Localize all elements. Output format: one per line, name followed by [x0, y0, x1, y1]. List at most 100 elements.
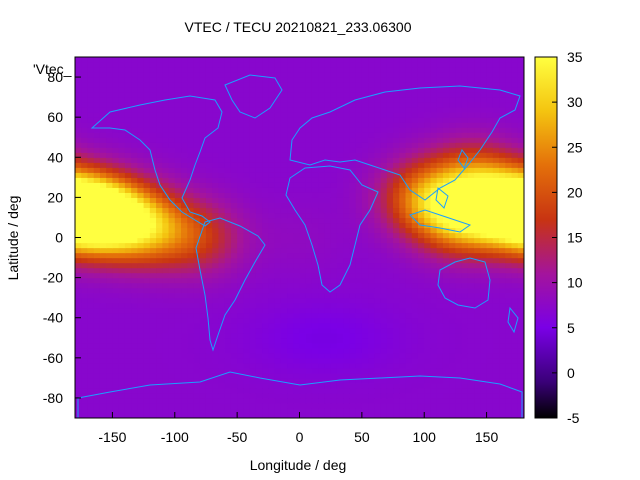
heatmap-cell — [405, 87, 413, 93]
heatmap-cell — [517, 337, 524, 344]
heatmap-cell — [168, 212, 176, 219]
heatmap-cell — [174, 307, 182, 314]
heatmap-cell — [405, 257, 413, 264]
heatmap-cell — [218, 307, 226, 314]
heatmap-cell — [311, 77, 319, 83]
heatmap-cell — [361, 247, 369, 254]
heatmap-cell — [230, 292, 238, 299]
heatmap-cell — [449, 142, 457, 148]
heatmap-cell — [93, 227, 101, 234]
heatmap-cell — [131, 252, 138, 259]
heatmap-cell — [424, 377, 432, 384]
heatmap-cell — [311, 97, 319, 103]
heatmap-cell — [199, 262, 207, 269]
heatmap-cell — [174, 177, 182, 183]
heatmap-cell — [99, 292, 107, 299]
heatmap-cell — [305, 287, 313, 294]
heatmap-cell — [430, 237, 438, 244]
heatmap-cell — [243, 242, 251, 249]
heatmap-cell — [124, 317, 132, 324]
heatmap-cell — [336, 172, 344, 178]
heatmap-cell — [324, 312, 332, 319]
heatmap-cell — [212, 312, 220, 319]
heatmap-cell — [262, 167, 269, 173]
heatmap-cell — [237, 412, 244, 418]
heatmap-cell — [237, 292, 244, 299]
heatmap-cell — [386, 287, 394, 294]
heatmap-cell — [174, 252, 182, 259]
heatmap-cell — [480, 357, 488, 364]
heatmap-cell — [218, 122, 226, 128]
heatmap-cell — [143, 217, 151, 224]
heatmap-cell — [249, 147, 257, 153]
heatmap-cell — [467, 392, 475, 399]
heatmap-cell — [405, 102, 413, 108]
heatmap-cell — [311, 157, 319, 163]
heatmap-cell — [112, 362, 120, 369]
heatmap-cell — [193, 97, 201, 103]
heatmap-cell — [237, 152, 244, 158]
heatmap-cell — [230, 167, 238, 173]
heatmap-cell — [374, 202, 382, 209]
heatmap-cell — [218, 267, 226, 274]
heatmap-cell — [455, 197, 463, 203]
heatmap-cell — [205, 407, 213, 414]
heatmap-cell — [149, 282, 157, 289]
heatmap-cell — [174, 372, 182, 379]
heatmap-cell — [330, 372, 338, 379]
heatmap-cell — [299, 82, 307, 88]
heatmap-cell — [224, 137, 232, 143]
heatmap-cell — [511, 192, 519, 198]
heatmap-cell — [343, 257, 350, 264]
heatmap-cell — [386, 227, 394, 234]
heatmap-cell — [274, 332, 282, 339]
heatmap-cell — [187, 407, 195, 414]
heatmap-cell — [118, 187, 126, 193]
heatmap-cell — [205, 252, 213, 259]
heatmap-cell — [436, 252, 444, 259]
heatmap-cell — [330, 87, 338, 93]
heatmap-cell — [237, 407, 244, 414]
heatmap-cell — [268, 302, 276, 309]
heatmap-cell — [255, 107, 263, 113]
heatmap-cell — [99, 112, 107, 118]
heatmap-cell — [417, 382, 425, 389]
heatmap-cell — [162, 302, 170, 309]
heatmap-cell — [492, 217, 500, 224]
heatmap-cell — [492, 237, 500, 244]
heatmap-cell — [287, 127, 294, 133]
heatmap-cell — [474, 262, 481, 269]
heatmap-cell — [262, 392, 269, 399]
heatmap-cell — [249, 412, 257, 418]
heatmap-cell — [99, 207, 107, 214]
heatmap-cell — [293, 142, 301, 148]
heatmap-cell — [118, 292, 126, 299]
heatmap-cell — [205, 272, 213, 279]
heatmap-cell — [424, 77, 432, 83]
heatmap-cell — [193, 312, 201, 319]
heatmap-cell — [243, 127, 251, 133]
heatmap-cell — [492, 232, 500, 239]
heatmap-cell — [212, 342, 220, 349]
heatmap-cell — [499, 262, 506, 269]
heatmap-cell — [268, 132, 276, 138]
heatmap-cell — [405, 122, 413, 128]
heatmap-cell — [511, 362, 519, 369]
heatmap-cell — [268, 212, 276, 219]
heatmap-cell — [393, 382, 400, 389]
heatmap-cell — [336, 412, 344, 418]
heatmap-cell — [474, 402, 481, 409]
heatmap-cell — [212, 182, 220, 188]
heatmap-cell — [305, 352, 313, 359]
heatmap-cell — [399, 152, 407, 158]
heatmap-cell — [380, 112, 388, 118]
heatmap-cell — [343, 367, 350, 374]
heatmap-cell — [511, 137, 519, 143]
heatmap-cell — [361, 402, 369, 409]
heatmap-cell — [93, 87, 101, 93]
heatmap-cell — [255, 142, 263, 148]
heatmap-cell — [230, 267, 238, 274]
heatmap-cell — [287, 227, 294, 234]
heatmap-cell — [118, 102, 126, 108]
heatmap-cell — [411, 292, 419, 299]
